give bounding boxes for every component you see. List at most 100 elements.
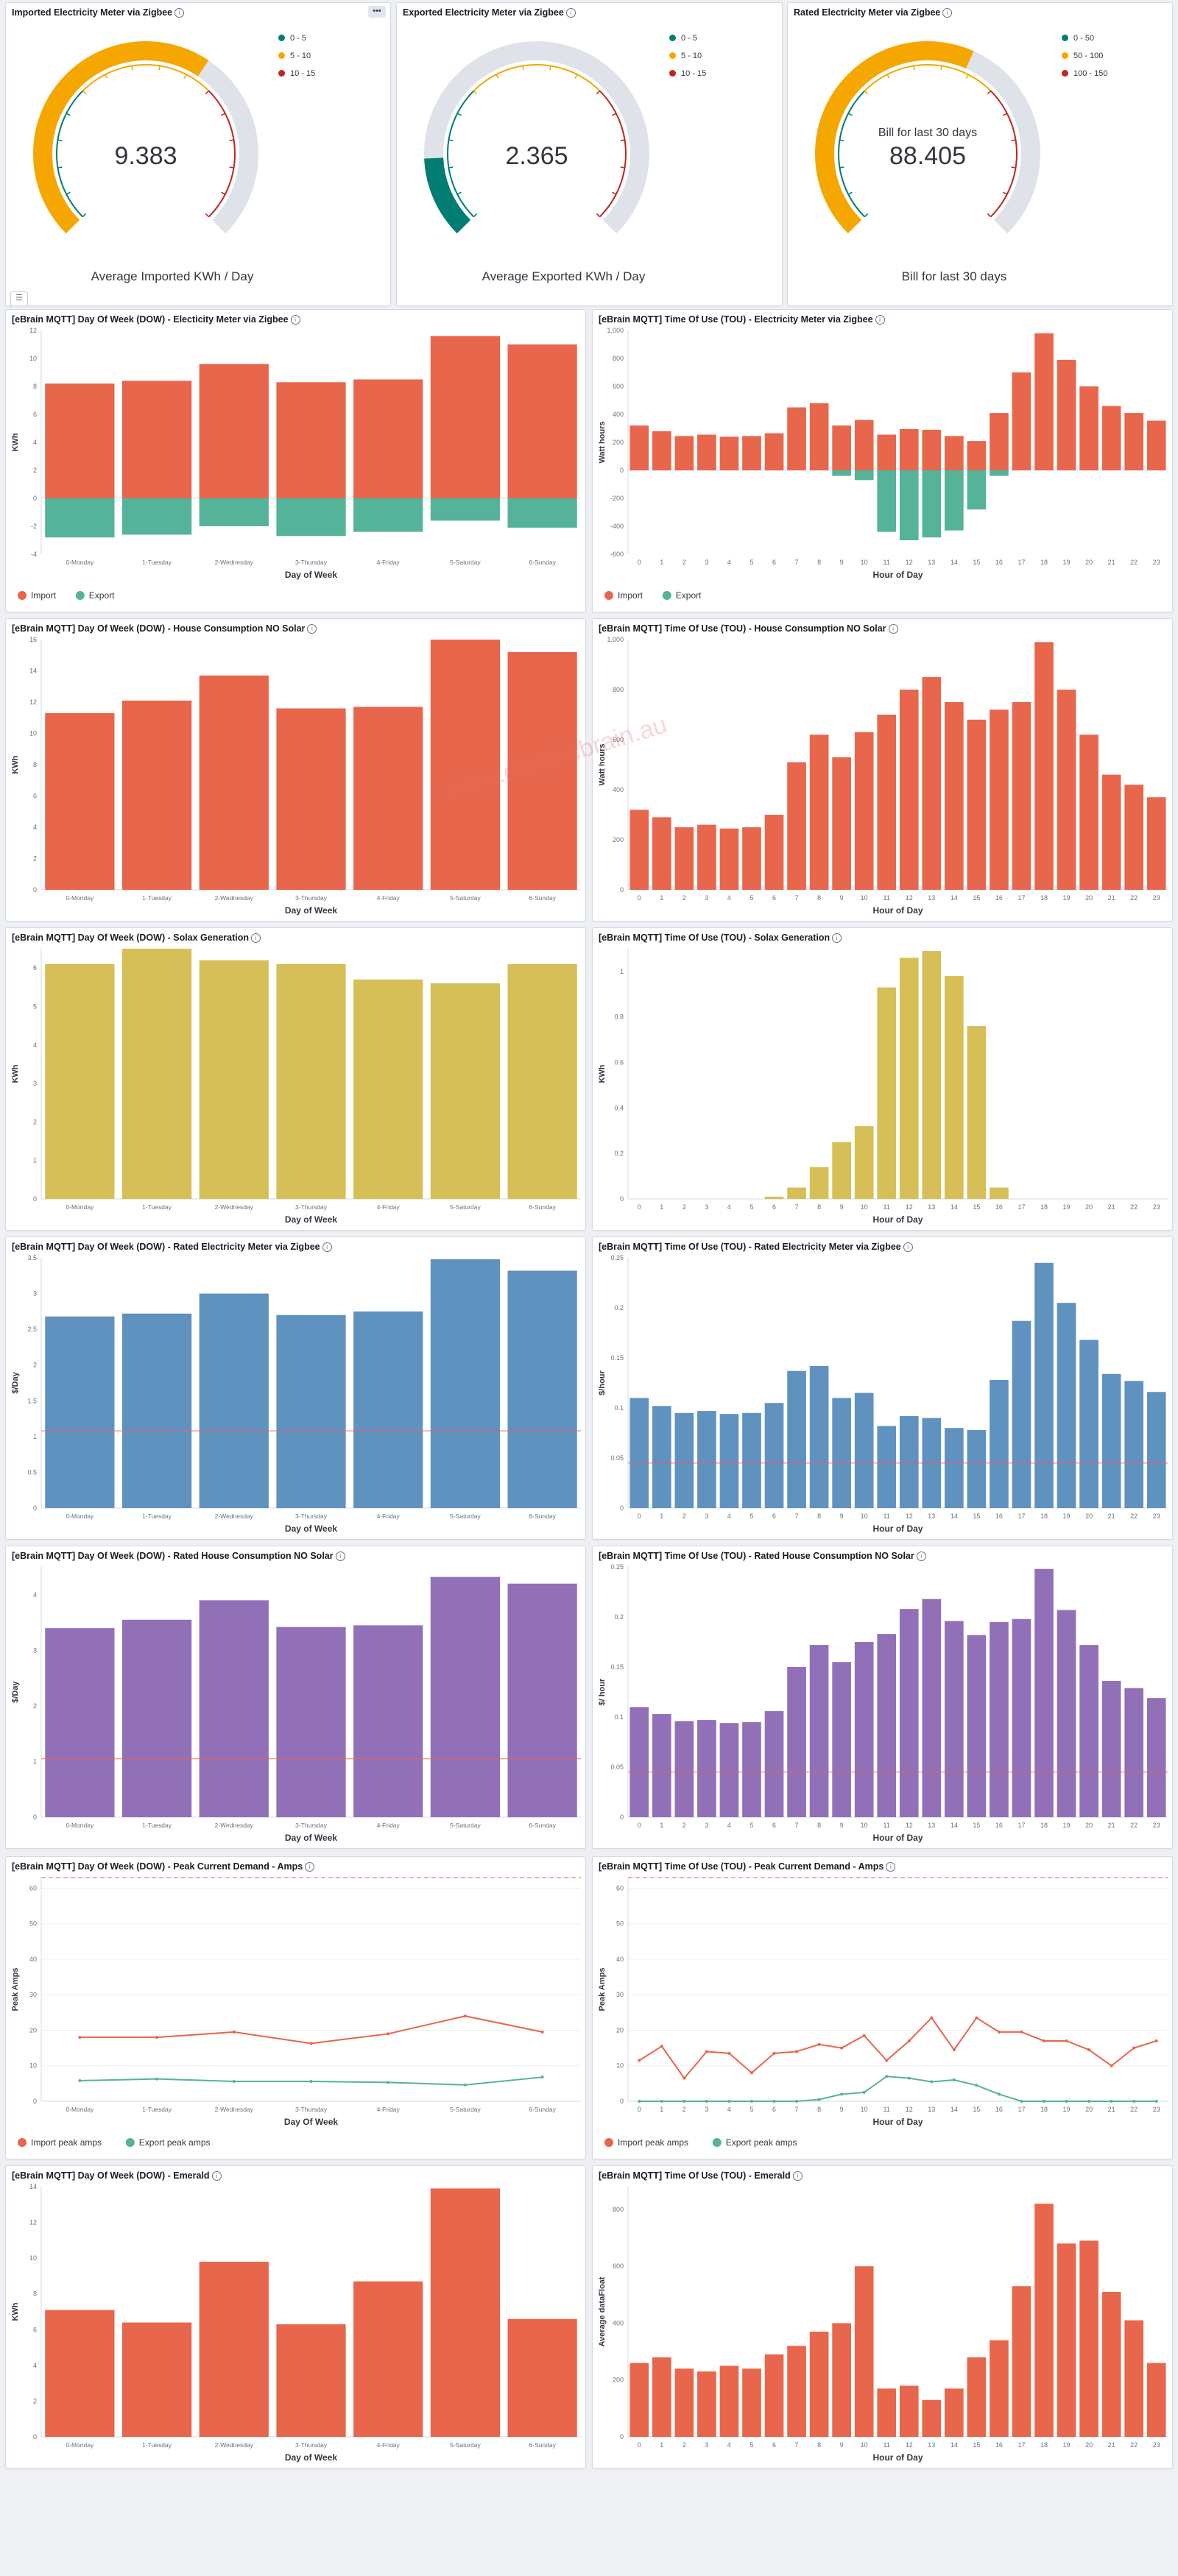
legend-item[interactable]: Import bbox=[18, 590, 57, 601]
info-icon[interactable]: i bbox=[211, 2171, 222, 2181]
info-icon[interactable]: i bbox=[251, 933, 261, 943]
y-tick-label: 0.2 bbox=[614, 1613, 624, 1621]
x-tick-label: 4-Friday bbox=[377, 894, 401, 902]
x-tick-label: 4 bbox=[727, 894, 731, 902]
y-tick-label: 0.2 bbox=[614, 1304, 624, 1312]
x-tick-label: 15 bbox=[973, 559, 980, 566]
panel-title-text: [eBrain MQTT] Day Of Week (DOW) - Emeral… bbox=[12, 2170, 210, 2181]
x-tick-label: 5-Saturday bbox=[450, 1512, 481, 1520]
info-icon[interactable]: i bbox=[792, 2171, 803, 2181]
bar-mark bbox=[1012, 702, 1031, 890]
info-icon[interactable]: i bbox=[942, 8, 953, 18]
legend-item[interactable]: 10 - 15 bbox=[669, 65, 706, 82]
gauge-tick bbox=[847, 191, 853, 195]
info-icon[interactable]: i bbox=[832, 933, 842, 943]
legend-item[interactable]: 100 - 150 bbox=[1062, 65, 1107, 82]
series-point bbox=[1065, 2100, 1068, 2103]
legend-toggle-button[interactable]: ☰ bbox=[10, 291, 28, 305]
bar-mark bbox=[1146, 797, 1166, 890]
legend-dot bbox=[278, 70, 285, 77]
x-tick-label: 1 bbox=[660, 1512, 663, 1520]
gauge-band-ring bbox=[990, 90, 1017, 218]
x-tick-label: 2 bbox=[683, 2106, 686, 2113]
x-tick-label: 0 bbox=[638, 1822, 641, 1829]
legend-item[interactable]: 10 - 15 bbox=[278, 65, 315, 82]
y-tick-label: 0 bbox=[33, 2433, 37, 2441]
legend-item[interactable]: Import bbox=[604, 590, 643, 601]
legend-item[interactable]: 50 - 100 bbox=[1062, 47, 1107, 65]
panel-title-text: [eBrain MQTT] Day Of Week (DOW) - Solax … bbox=[12, 933, 250, 943]
x-tick-label: 6 bbox=[772, 2441, 776, 2449]
legend-item[interactable]: Export bbox=[662, 590, 702, 601]
info-icon[interactable]: i bbox=[322, 1242, 332, 1252]
legend-item[interactable]: Export bbox=[75, 590, 115, 601]
bar-mark bbox=[199, 1600, 269, 1817]
info-icon[interactable]: i bbox=[174, 8, 185, 18]
x-tick-label: 22 bbox=[1130, 894, 1138, 902]
info-icon[interactable]: i bbox=[335, 1551, 345, 1561]
series-point bbox=[1154, 2039, 1158, 2042]
x-axis-title: Hour of Day bbox=[872, 905, 923, 916]
y-tick-label: 0 bbox=[33, 1504, 37, 1512]
gauge-tick bbox=[456, 191, 462, 195]
y-tick-label: 60 bbox=[616, 1884, 624, 1892]
x-tick-label: 2 bbox=[683, 1203, 686, 1211]
bar-mark bbox=[697, 1720, 716, 1817]
bar-mark bbox=[990, 1379, 1009, 1508]
gauge-tick bbox=[229, 166, 234, 169]
gauge-tick bbox=[987, 213, 992, 218]
info-icon[interactable]: i bbox=[290, 315, 300, 325]
legend-item[interactable]: Import peak amps bbox=[18, 2137, 102, 2148]
info-icon[interactable]: i bbox=[305, 1862, 315, 1872]
bar-mark bbox=[764, 2354, 784, 2437]
y-tick-label: 6 bbox=[33, 411, 37, 418]
y-tick-label: 20 bbox=[616, 2026, 624, 2034]
x-tick-label: 4-Friday bbox=[377, 559, 401, 566]
series-point bbox=[1132, 2100, 1136, 2103]
bar-mark bbox=[1034, 2204, 1054, 2437]
info-icon[interactable]: i bbox=[888, 624, 898, 634]
legend-item[interactable]: 5 - 10 bbox=[669, 47, 706, 65]
gauge-tick bbox=[183, 74, 187, 79]
bar-mark bbox=[990, 470, 1009, 476]
info-icon[interactable]: i bbox=[903, 1242, 913, 1252]
x-tick-label: 6-Sunday bbox=[529, 2441, 556, 2449]
gauge-tick bbox=[864, 90, 869, 95]
x-tick-label: 11 bbox=[884, 1822, 890, 1829]
gauge-tick bbox=[839, 166, 844, 169]
panel-options-button[interactable]: ••• bbox=[368, 6, 386, 18]
series-point bbox=[1110, 2100, 1113, 2103]
series-point bbox=[772, 2051, 776, 2055]
info-icon[interactable]: i bbox=[565, 8, 576, 18]
y-tick-label: 0 bbox=[620, 2433, 624, 2441]
x-tick-label: 4 bbox=[727, 1512, 731, 1520]
x-tick-label: 16 bbox=[995, 2441, 1003, 2449]
gauge-caption: Bill for last 30 days bbox=[901, 269, 1007, 283]
info-icon[interactable]: i bbox=[307, 624, 317, 634]
legend-item[interactable]: Import peak amps bbox=[604, 2137, 688, 2148]
legend-item[interactable]: Export peak amps bbox=[712, 2137, 797, 2148]
info-icon[interactable]: i bbox=[916, 1551, 926, 1561]
bar-mark bbox=[809, 2332, 829, 2437]
info-icon[interactable]: i bbox=[886, 1862, 896, 1872]
legend-item[interactable]: Export peak amps bbox=[125, 2137, 211, 2148]
y-tick-label: 800 bbox=[613, 686, 624, 693]
x-tick-label: 6-Sunday bbox=[529, 2106, 556, 2113]
bar-mark bbox=[899, 1415, 919, 1508]
bar-mark bbox=[877, 715, 897, 890]
legend-item[interactable]: 5 - 10 bbox=[278, 47, 315, 65]
x-tick-label: 0 bbox=[638, 1203, 641, 1211]
series-point bbox=[463, 2014, 467, 2018]
x-tick-label: 9 bbox=[840, 1822, 844, 1829]
x-axis-title: Hour of Day bbox=[872, 1524, 923, 1534]
x-tick-label: 15 bbox=[973, 1822, 980, 1829]
x-tick-label: 23 bbox=[1153, 2106, 1160, 2113]
gauge-legend: 0 - 5 5 - 10 10 - 15 bbox=[278, 29, 315, 82]
legend-item[interactable]: 0 - 5 bbox=[669, 29, 706, 47]
bar-mark bbox=[1012, 1320, 1031, 1508]
x-tick-label: 13 bbox=[928, 559, 935, 566]
legend-item[interactable]: 0 - 5 bbox=[278, 29, 315, 47]
series-point bbox=[772, 2100, 776, 2103]
legend-item[interactable]: 0 - 50 bbox=[1062, 29, 1107, 47]
info-icon[interactable]: i bbox=[875, 315, 885, 325]
